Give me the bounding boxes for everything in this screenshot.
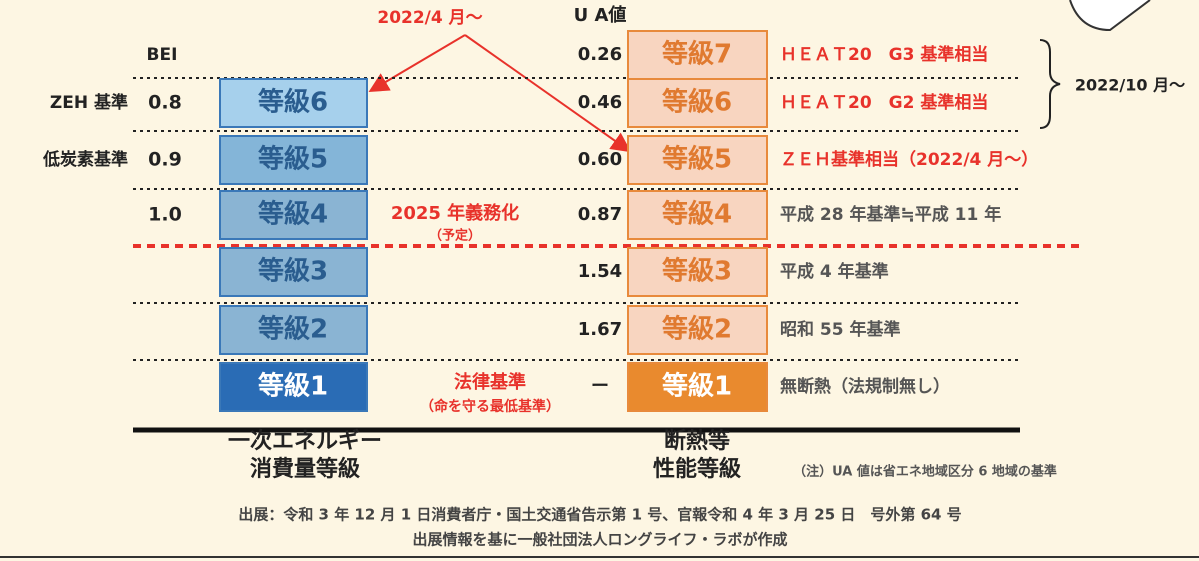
insulation-grade: 等級6: [662, 87, 732, 118]
brace-note: 2022/10 月〜: [1075, 76, 1185, 95]
diagram: 2022/4 月〜 U A値 BEI 等級7 0.26 ＨＥＡＴ20 G3 基準相当等級6…: [0, 0, 1199, 561]
insulation-grade: 等級1: [662, 371, 732, 402]
ua-value: 1.67: [578, 319, 622, 340]
grade-note: ＺＥＨ基準相当（2022/4 月〜）: [780, 149, 1038, 170]
bei-label: ZEH 基準: [50, 92, 128, 113]
insulation-grade: 等級7: [662, 39, 732, 70]
footer: 出展：令和 3 年 12 月 1 日消費者庁・国土交通省告示第 1 号、官報令和…: [238, 506, 961, 524]
insulation-grade: 等級3: [662, 256, 732, 287]
energy-grade: 等級6: [258, 87, 328, 118]
bei-value: 0.9: [148, 149, 182, 171]
ua-value: ー: [591, 376, 609, 397]
grade-note: ＨＥＡＴ20 G2 基準相当: [780, 92, 988, 113]
energy-grade: 等級5: [258, 144, 328, 175]
mandate-sub: （予定）: [429, 228, 481, 244]
energy-grade: 等級2: [258, 314, 328, 345]
energy-grade: 等級4: [258, 199, 328, 230]
grade-note: 昭和 55 年基準: [780, 319, 901, 340]
illustration: [1070, 0, 1150, 30]
grade-note: 平成 28 年基準≒平成 11 年: [780, 204, 1001, 225]
top-note: 2022/4 月〜: [377, 8, 482, 28]
insulation-grade: 等級2: [662, 314, 732, 345]
arrow: [372, 35, 465, 90]
ua-value: 0.60: [578, 149, 622, 170]
caption: 消費量等級: [250, 456, 360, 482]
caption: 一次エネルギー: [228, 428, 382, 454]
legal-title: 法律基準: [454, 371, 526, 393]
legal-sub: （命を守る最低基準）: [420, 398, 560, 415]
energy-grade: 等級1: [258, 371, 328, 402]
bei-value: 0.8: [148, 92, 182, 114]
footer: 出展情報を基に一般社団法人ロングライフ・ラボが作成: [412, 531, 787, 549]
mandate-title: 2025 年義務化: [391, 202, 519, 224]
bei-header: BEI: [147, 45, 178, 65]
bei-value: 1.0: [148, 204, 182, 226]
ua-value: 0.87: [578, 204, 622, 225]
grade-note: ＨＥＡＴ20 G3 基準相当: [780, 44, 988, 65]
grade-note: 平成 4 年基準: [780, 261, 889, 282]
insulation-grade: 等級4: [662, 199, 732, 230]
insulation-grade: 等級5: [662, 144, 732, 175]
caption: 性能等級: [653, 456, 741, 482]
ua-value: 0.46: [578, 92, 622, 113]
ua-value: 1.54: [578, 261, 622, 282]
grade-note: 無断熱（法規制無し）: [780, 376, 950, 397]
ua-header: U A値: [574, 4, 627, 26]
energy-grade: 等級3: [258, 256, 328, 287]
caption-note: （注）UA 値は省エネ地域区分 6 地域の基準: [793, 464, 1057, 480]
caption: 断熱等: [664, 428, 730, 454]
bei-label: 低炭素基準: [42, 149, 128, 170]
brace: [1040, 40, 1060, 128]
ua-value: 0.26: [578, 44, 622, 65]
